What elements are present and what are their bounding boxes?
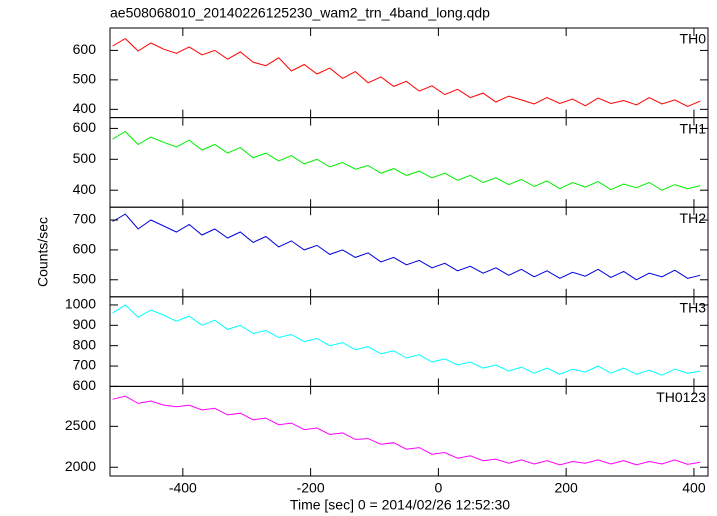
y-tick-label: 600 xyxy=(73,119,97,135)
y-tick-label: 500 xyxy=(73,71,97,87)
y-tick-label: 600 xyxy=(73,241,97,257)
series-line xyxy=(112,37,701,107)
y-tick-label: 600 xyxy=(73,41,97,57)
y-tick-label: 500 xyxy=(73,270,97,286)
y-tick-label: 900 xyxy=(73,316,97,332)
y-tick-label: 800 xyxy=(73,336,97,352)
y-tick-label: 400 xyxy=(73,100,97,116)
panel-frame xyxy=(109,296,709,387)
y-tick-label: 500 xyxy=(73,150,97,166)
panel-frame xyxy=(109,27,709,119)
series-line xyxy=(112,304,701,376)
y-axis-label: Counts/sec xyxy=(35,217,51,287)
series-line xyxy=(112,130,701,191)
panel-frame xyxy=(109,385,709,477)
x-tick-label: -400 xyxy=(169,480,197,496)
panel-frame xyxy=(109,117,709,208)
series-label: TH1 xyxy=(680,120,707,136)
x-axis-label: Time [sec] 0 = 2014/02/26 12:52:30 xyxy=(290,497,510,513)
panel-frame xyxy=(109,206,709,298)
y-tick-label: 400 xyxy=(73,181,97,197)
series-line xyxy=(112,395,701,466)
x-tick-label: -200 xyxy=(297,480,325,496)
y-tick-label: 700 xyxy=(73,211,97,227)
x-tick-label: 200 xyxy=(554,480,578,496)
series-line xyxy=(112,213,701,281)
y-tick-label: 2500 xyxy=(65,417,96,433)
y-tick-label: 600 xyxy=(73,377,97,393)
series-label: TH3 xyxy=(680,300,707,316)
chart-title: ae508068010_20140226125230_wam2_trn_4ban… xyxy=(110,5,490,21)
series-label: TH2 xyxy=(680,210,707,226)
series-label: TH0123 xyxy=(656,389,706,405)
y-tick-label: 1000 xyxy=(65,296,96,312)
y-tick-label: 2000 xyxy=(65,458,96,474)
y-tick-label: 700 xyxy=(73,357,97,373)
x-tick-label: 400 xyxy=(682,480,706,496)
x-tick-label: 0 xyxy=(434,480,442,496)
series-label: TH0 xyxy=(680,31,707,47)
